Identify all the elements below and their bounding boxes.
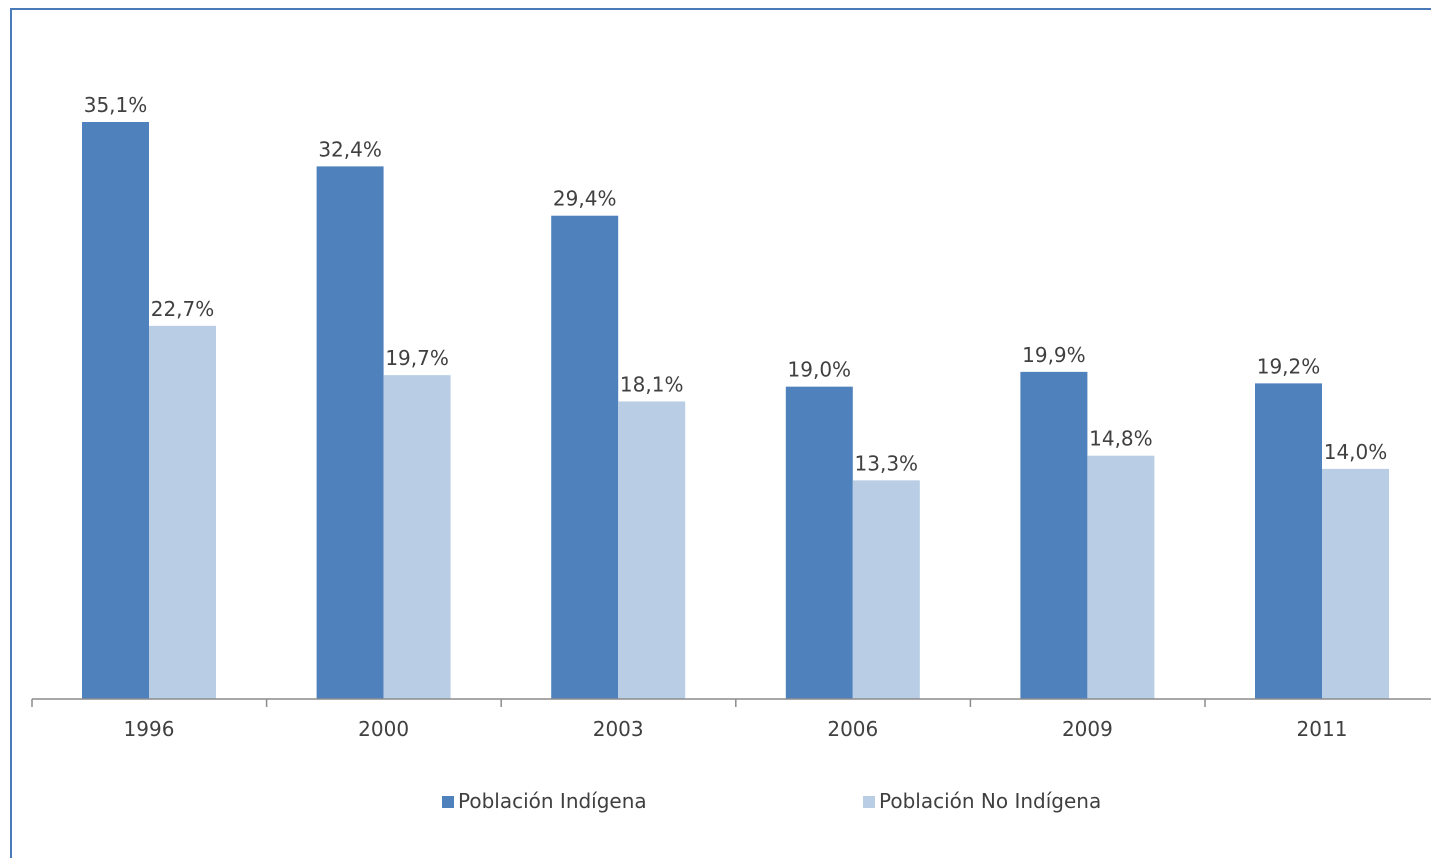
bar-no-indigena-2009 bbox=[1087, 455, 1155, 699]
legend: Población Indígena Población No Indígena bbox=[442, 789, 1101, 813]
bar-no-indigena-2003 bbox=[618, 401, 686, 699]
value-label-indigena-2011: 19,2% bbox=[1257, 354, 1321, 378]
value-label-no-indigena-1996: 22,7% bbox=[151, 297, 215, 321]
x-tick-label-2009: 2009 bbox=[1062, 717, 1113, 741]
bar-indigena-1996 bbox=[82, 122, 149, 699]
x-tick-label-2003: 2003 bbox=[593, 717, 644, 741]
bar-no-indigena-1996 bbox=[149, 325, 216, 699]
legend-swatch-no-indigena bbox=[863, 796, 875, 808]
x-tick-label-2011: 2011 bbox=[1297, 717, 1348, 741]
value-label-no-indigena-2009: 14,8% bbox=[1089, 427, 1153, 451]
value-label-indigena-2003: 29,4% bbox=[553, 187, 617, 211]
legend-swatch-indigena bbox=[442, 796, 454, 808]
x-tick-label-1996: 1996 bbox=[124, 717, 175, 741]
bar-indigena-2006 bbox=[785, 386, 853, 699]
bar-indigena-2003 bbox=[551, 215, 619, 699]
value-label-no-indigena-2003: 18,1% bbox=[620, 372, 684, 396]
x-tick-label-2006: 2006 bbox=[827, 717, 878, 741]
value-label-no-indigena-2000: 19,7% bbox=[385, 346, 449, 370]
bar-no-indigena-2006 bbox=[852, 480, 920, 699]
x-axis: 1996 2000 2003 2006 2009 2011 bbox=[31, 698, 1431, 741]
legend-label-indigena: Población Indígena bbox=[458, 789, 647, 813]
value-label-indigena-2000: 32,4% bbox=[318, 137, 382, 161]
value-label-indigena-2006: 19,0% bbox=[788, 358, 852, 382]
bar-indigena-2009 bbox=[1020, 371, 1088, 699]
bar-no-indigena-2000 bbox=[383, 375, 451, 699]
x-tick-label-2000: 2000 bbox=[358, 717, 409, 741]
bar-indigena-2000 bbox=[316, 166, 384, 699]
bars-group bbox=[82, 122, 1389, 699]
legend-label-no-indigena: Población No Indígena bbox=[879, 789, 1101, 813]
value-label-indigena-1996: 35,1% bbox=[84, 93, 148, 117]
bar-no-indigena-2011 bbox=[1322, 468, 1389, 699]
bar-indigena-2011 bbox=[1255, 383, 1322, 699]
value-label-indigena-2009: 19,9% bbox=[1022, 343, 1086, 367]
value-label-no-indigena-2006: 13,3% bbox=[855, 451, 919, 475]
value-label-no-indigena-2011: 14,0% bbox=[1324, 440, 1388, 464]
value-labels-group: 35,1% 22,7% 32,4% 19,7% 29,4% 18,1% 19,0% 13,3%… bbox=[84, 93, 1388, 475]
chart-frame bbox=[10, 8, 1431, 858]
